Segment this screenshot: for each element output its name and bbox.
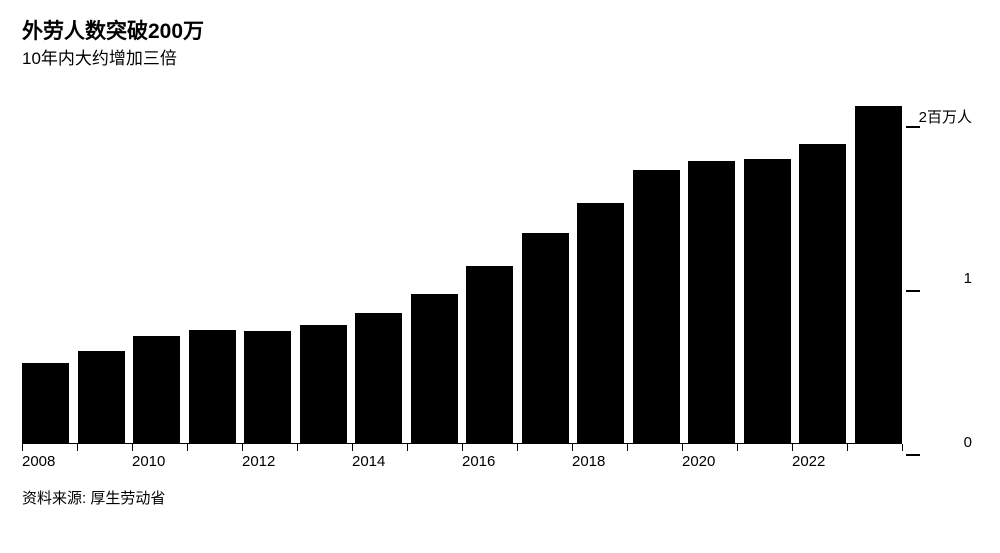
x-tick — [187, 444, 188, 451]
chart-title: 外劳人数突破200万 — [22, 18, 978, 45]
x-tick — [737, 444, 738, 451]
x-tick — [352, 444, 353, 451]
y-tick — [906, 290, 920, 292]
x-axis-label: 2020 — [682, 453, 715, 470]
x-tick — [847, 444, 848, 451]
x-tick — [297, 444, 298, 451]
bar — [411, 294, 458, 444]
bar — [577, 203, 624, 443]
bar — [133, 336, 180, 443]
bar — [244, 331, 291, 443]
bar — [22, 363, 69, 444]
x-tick — [407, 444, 408, 451]
x-axis-label: 2014 — [352, 453, 385, 470]
x-tick — [462, 444, 463, 451]
bar — [300, 325, 347, 443]
y-axis-label: 1 — [964, 270, 972, 287]
x-axis-label: 2018 — [572, 453, 605, 470]
bar — [78, 351, 125, 443]
x-axis-label: 2022 — [792, 453, 825, 470]
y-tick — [906, 126, 920, 128]
x-axis-label: 2008 — [22, 453, 55, 470]
bar — [466, 266, 513, 443]
bar — [633, 170, 680, 443]
x-tick — [77, 444, 78, 451]
x-tick — [682, 444, 683, 451]
bar — [522, 233, 569, 443]
bar — [855, 106, 902, 443]
bar — [355, 313, 402, 443]
y-tick — [906, 454, 920, 456]
x-axis-label: 2010 — [132, 453, 165, 470]
x-tick — [132, 444, 133, 451]
bars-container — [22, 99, 902, 443]
plot-area — [22, 99, 902, 444]
bar — [688, 161, 735, 444]
x-tick — [22, 444, 23, 451]
x-tick — [902, 444, 903, 451]
chart-subtitle: 10年内大约增加三倍 — [22, 47, 978, 71]
bar — [744, 159, 791, 443]
x-tick — [517, 444, 518, 451]
source-attribution: 资料来源: 厚生劳动省 — [22, 487, 978, 508]
bar-chart: 2008 2010 2012 2014 2016 2018 2020 2022 0 1 2百万人 — [22, 99, 972, 469]
x-axis-label: 2012 — [242, 453, 275, 470]
x-tick — [572, 444, 573, 451]
y-axis-label: 0 — [964, 434, 972, 451]
bar — [799, 144, 846, 443]
x-tick — [242, 444, 243, 451]
bar — [189, 330, 236, 443]
x-tick — [792, 444, 793, 451]
x-tick — [627, 444, 628, 451]
y-axis-label: 2百万人 — [919, 106, 972, 127]
x-axis-label: 2016 — [462, 453, 495, 470]
